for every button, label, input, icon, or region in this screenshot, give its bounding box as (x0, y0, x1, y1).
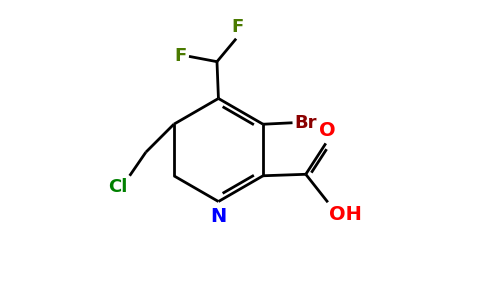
Text: O: O (319, 121, 335, 140)
Text: F: F (174, 47, 187, 65)
Text: Cl: Cl (108, 178, 127, 196)
Text: Br: Br (294, 114, 317, 132)
Text: OH: OH (329, 205, 362, 224)
Text: N: N (211, 207, 227, 226)
Text: F: F (231, 18, 244, 36)
